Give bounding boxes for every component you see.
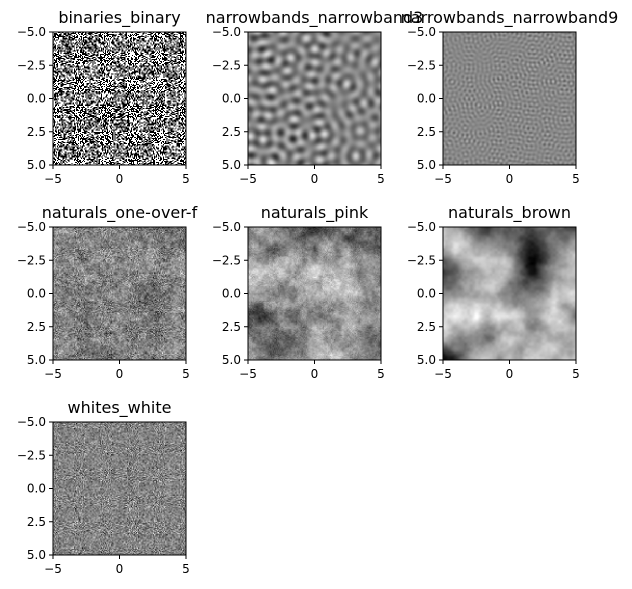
texture-image	[53, 32, 186, 165]
y-tick-label: −2.5	[17, 448, 46, 462]
x-tick-label: 0	[311, 172, 319, 186]
x-tick-label: 5	[182, 367, 190, 381]
y-tick-label: 2.5	[27, 125, 46, 139]
texture-image	[53, 227, 186, 360]
texture-image	[248, 227, 381, 360]
y-tick-label: 0.0	[27, 287, 46, 301]
x-tick-label: 5	[182, 172, 190, 186]
y-tick-label: 5.0	[222, 158, 241, 172]
x-tick-label: −5	[434, 367, 452, 381]
y-tick-label: 2.5	[417, 125, 436, 139]
y-tick-label: 0.0	[222, 92, 241, 106]
texture-image	[443, 227, 576, 360]
x-tick-label: 5	[572, 367, 580, 381]
y-tick-label: −2.5	[212, 58, 241, 72]
y-tick-label: 5.0	[27, 548, 46, 562]
y-tick-label: −2.5	[212, 253, 241, 267]
y-tick-label: −2.5	[407, 58, 436, 72]
x-tick-label: 5	[377, 172, 385, 186]
y-tick-label: −5.0	[17, 25, 46, 39]
y-tick-label: −5.0	[17, 220, 46, 234]
x-tick-label: 0	[506, 367, 514, 381]
y-tick-label: 2.5	[222, 320, 241, 334]
panel-title: narrowbands_narrowband9	[401, 8, 619, 28]
y-tick-label: 5.0	[27, 353, 46, 367]
panel-naturals-pink: naturals_pink −5 0 5 −5.0 −2.5 0.0 2.5 5.0	[212, 203, 385, 381]
y-tick-label: −2.5	[17, 58, 46, 72]
x-tick-label: −5	[44, 367, 62, 381]
panel-naturals-brown: naturals_brown −5 0 5 −5.0 −2.5 0.0 2.5 5.0	[407, 203, 580, 381]
y-tick-label: 0.0	[417, 287, 436, 301]
x-tick-label: −5	[44, 172, 62, 186]
y-tick-label: 5.0	[417, 353, 436, 367]
y-tick-label: 0.0	[27, 92, 46, 106]
x-tick-label: −5	[44, 562, 62, 576]
y-tick-label: 5.0	[222, 353, 241, 367]
x-tick-label: 0	[311, 367, 319, 381]
y-tick-label: −5.0	[212, 220, 241, 234]
y-tick-label: −5.0	[407, 220, 436, 234]
panel-binaries-binary: binaries_binary −5 0 5 −5.0 −2.5 0.0 2.5 5.0	[17, 8, 190, 186]
y-tick-label: −2.5	[17, 253, 46, 267]
y-tick-label: −5.0	[212, 25, 241, 39]
x-tick-label: −5	[239, 367, 257, 381]
x-tick-label: 5	[377, 367, 385, 381]
y-tick-label: 2.5	[222, 125, 241, 139]
x-tick-label: 0	[116, 367, 124, 381]
x-tick-label: 0	[116, 172, 124, 186]
panel-whites-white: whites_white −5 0 5 −5.0 −2.5 0.0 2.5 5.0	[17, 398, 190, 576]
panel-title: naturals_one-over-f	[42, 203, 198, 223]
y-tick-label: 5.0	[417, 158, 436, 172]
y-tick-label: −5.0	[407, 25, 436, 39]
panel-naturals-one-over-f: naturals_one-over-f −5 0 5 −5.0 −2.5 0.0 2.5 5.0	[17, 203, 198, 381]
texture-image	[443, 32, 576, 165]
x-tick-label: −5	[239, 172, 257, 186]
x-tick-label: 0	[116, 562, 124, 576]
y-tick-label: −5.0	[17, 415, 46, 429]
y-tick-label: 2.5	[27, 515, 46, 529]
panel-title: narrowbands_narrowband3	[206, 8, 424, 28]
panel-narrowbands-narrowband9: narrowbands_narrowband9 −5 0 5 −5.0 −2.5 0.0 2.…	[401, 8, 619, 186]
y-tick-label: 0.0	[222, 287, 241, 301]
panel-title: binaries_binary	[58, 8, 180, 28]
panel-title: naturals_brown	[448, 203, 571, 223]
x-tick-label: −5	[434, 172, 452, 186]
texture-image	[53, 422, 186, 555]
y-tick-label: 2.5	[417, 320, 436, 334]
panel-title: whites_white	[68, 398, 172, 418]
panel-title: naturals_pink	[261, 203, 369, 223]
x-tick-label: 5	[182, 562, 190, 576]
y-tick-label: 5.0	[27, 158, 46, 172]
y-tick-label: 2.5	[27, 320, 46, 334]
panel-narrowbands-narrowband3: narrowbands_narrowband3 −5 0 5 −5.0 −2.5 0.0 2.…	[206, 8, 424, 186]
y-tick-label: 0.0	[417, 92, 436, 106]
x-tick-label: 0	[506, 172, 514, 186]
y-tick-label: −2.5	[407, 253, 436, 267]
x-tick-label: 5	[572, 172, 580, 186]
y-tick-label: 0.0	[27, 482, 46, 496]
texture-image	[248, 32, 381, 165]
